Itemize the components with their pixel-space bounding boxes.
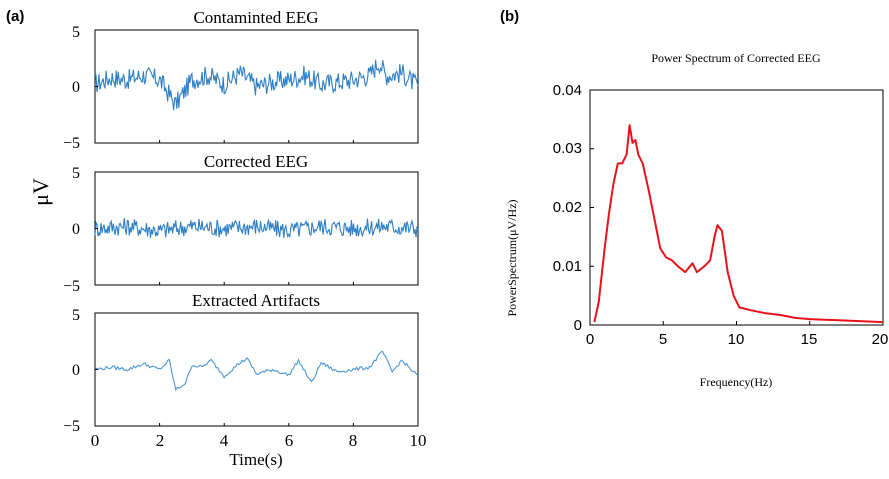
spectrum-xtick-10: 10	[728, 331, 745, 348]
power-spectrum-axis-label: PowerSpectrum(μV/Hz)	[505, 199, 519, 316]
contaminated-eeg-subplot: Contaminted EEG 5 0 −5	[63, 8, 419, 152]
spectrum-ytick-0-03: 0.03	[553, 140, 582, 157]
panel-a-x-ticks: 0 2 4 6 8 10	[91, 431, 427, 450]
panel-a-y-unit: μV	[28, 178, 53, 206]
power-spectrum-chart: Power Spectrum of Corrected EEG 0 0.01 0…	[505, 51, 888, 389]
extracted-artifacts-ytick-5: 5	[72, 307, 80, 324]
contaminated-eeg-y-ticks: 5 0 −5	[63, 24, 80, 152]
extracted-artifacts-frame	[94, 312, 419, 427]
contaminated-eeg-ytick-5: 5	[72, 24, 80, 41]
contaminated-eeg-title: Contaminted EEG	[193, 8, 318, 27]
power-spectrum-frame	[589, 89, 884, 326]
contaminated-eeg-trace	[94, 59, 419, 111]
time-axis-label: Time(s)	[229, 450, 282, 469]
power-spectrum-y-ticks: 0 0.01 0.02 0.03 0.04	[553, 82, 582, 334]
panel-a-label: (a)	[6, 8, 24, 25]
time-xtick-6: 6	[285, 431, 294, 450]
time-xtick-8: 8	[349, 431, 358, 450]
power-spectrum-ticks	[589, 89, 884, 326]
extracted-artifacts-title: Extracted Artifacts	[192, 291, 320, 310]
power-spectrum-title: Power Spectrum of Corrected EEG	[651, 51, 821, 65]
time-xtick-10: 10	[410, 431, 427, 450]
time-xtick-4: 4	[220, 431, 229, 450]
extracted-artifacts-ytick-neg5: −5	[63, 418, 80, 435]
spectrum-ytick-0-01: 0.01	[553, 258, 582, 275]
corrected-eeg-trace	[94, 217, 419, 239]
power-spectrum-line	[593, 124, 884, 324]
extracted-artifacts-subplot: Extracted Artifacts 5 0 −5	[63, 291, 419, 435]
spectrum-xtick-20: 20	[872, 331, 889, 348]
time-xtick-0: 0	[91, 431, 100, 450]
spectrum-xtick-5: 5	[659, 331, 667, 348]
extracted-artifacts-ytick-0: 0	[72, 362, 80, 379]
panel-b-label: (b)	[500, 8, 519, 25]
spectrum-ytick-0: 0	[574, 317, 582, 334]
time-xtick-2: 2	[156, 431, 165, 450]
corrected-eeg-ytick-neg5: −5	[63, 278, 80, 295]
spectrum-xtick-15: 15	[801, 331, 818, 348]
spectrum-ytick-0-02: 0.02	[553, 199, 582, 216]
spectrum-ytick-0-04: 0.04	[553, 82, 582, 99]
contaminated-eeg-ytick-0: 0	[72, 79, 80, 96]
extracted-artifacts-trace	[94, 350, 419, 392]
corrected-eeg-title: Corrected EEG	[204, 152, 308, 171]
power-spectrum-x-ticks: 0 5 10 15 20	[586, 331, 889, 348]
corrected-eeg-ytick-5: 5	[72, 165, 80, 182]
corrected-eeg-subplot: Corrected EEG 5 0 −5	[63, 152, 419, 295]
frequency-axis-label: Frequency(Hz)	[700, 375, 773, 389]
contaminated-eeg-ytick-neg5: −5	[63, 135, 80, 152]
corrected-eeg-ytick-0: 0	[72, 221, 80, 238]
spectrum-xtick-0: 0	[586, 331, 594, 348]
